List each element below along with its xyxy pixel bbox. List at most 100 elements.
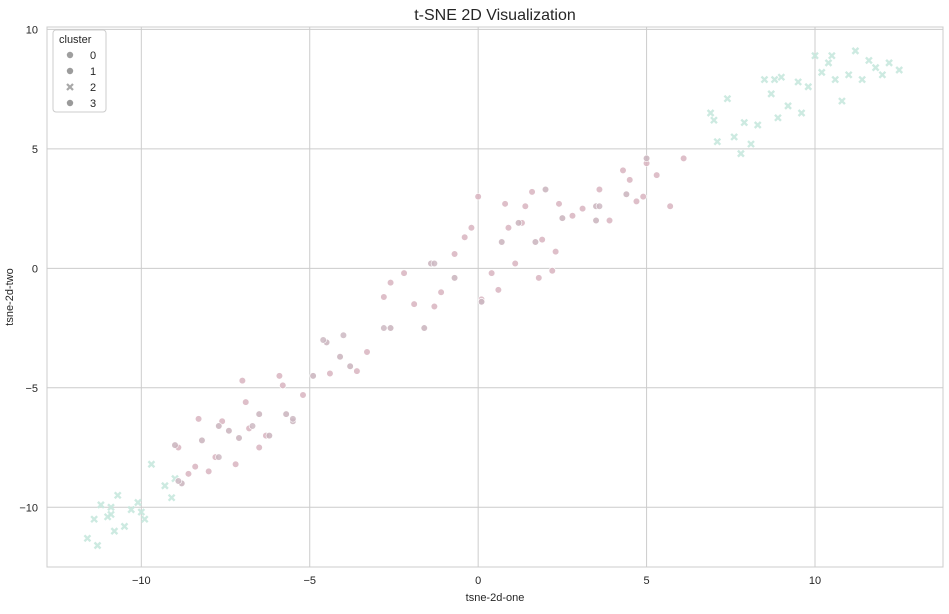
y-tick-label: −10	[19, 502, 38, 514]
legend-label-1: 1	[90, 66, 96, 78]
data-point-cluster-2	[878, 70, 887, 79]
data-point-cluster-0	[595, 185, 604, 194]
data-point-cluster-2	[871, 63, 880, 72]
data-point-cluster-3	[289, 415, 297, 423]
legend-entry-3: 3	[66, 98, 96, 110]
data-point-cluster-2	[107, 503, 115, 512]
data-point-cluster-1	[541, 185, 550, 194]
data-point-cluster-0	[568, 212, 577, 220]
data-point-cluster-1	[420, 324, 428, 332]
data-point-cluster-1	[450, 274, 459, 282]
data-point-cluster-0	[363, 348, 371, 356]
plot-frame	[46, 26, 944, 568]
legend-entry-2: 2	[66, 82, 96, 94]
data-point-cluster-0	[400, 269, 408, 277]
y-tick-label: 10	[26, 24, 38, 36]
data-point-cluster-1	[225, 427, 233, 435]
data-point-cluster-2	[723, 94, 732, 103]
data-point-cluster-1	[265, 431, 273, 440]
data-point-cluster-2	[113, 491, 122, 500]
data-point-cluster-2	[740, 118, 749, 127]
y-axis-ticks: −10 −5 0 5 10	[19, 24, 38, 514]
legend-label-2: 2	[90, 82, 96, 94]
data-point-cluster-2	[824, 58, 833, 67]
legend-marker-3	[66, 99, 74, 107]
data-point-cluster-2	[895, 66, 904, 74]
data-point-cluster-0	[494, 286, 502, 294]
data-point-cluster-3	[248, 422, 257, 430]
data-point-cluster-2	[737, 149, 745, 158]
data-points	[83, 47, 904, 550]
data-point-cluster-3	[595, 202, 604, 210]
legend-marker-1	[66, 67, 74, 75]
data-point-cluster-0	[501, 200, 509, 208]
y-tick-label: −5	[25, 383, 38, 395]
data-point-cluster-2	[865, 56, 873, 65]
data-point-cluster-0	[430, 302, 438, 311]
data-point-cluster-1	[558, 214, 566, 222]
data-point-cluster-0	[279, 381, 287, 390]
data-point-cluster-0	[538, 236, 546, 244]
data-point-cluster-1	[336, 353, 344, 361]
data-point-cluster-1	[309, 372, 317, 380]
data-point-cluster-0	[680, 154, 688, 163]
data-point-cluster-2	[777, 73, 786, 82]
plot-background	[47, 27, 943, 567]
data-point-cluster-1	[255, 410, 263, 418]
y-tick-label: 5	[32, 144, 38, 156]
data-point-cluster-2	[137, 508, 146, 516]
legend-entry-0: 0	[66, 50, 96, 62]
data-point-cluster-2	[147, 460, 156, 469]
data-point-cluster-2	[851, 47, 860, 55]
data-point-cluster-2	[706, 109, 715, 117]
legend-label-0: 0	[90, 50, 96, 62]
legend-entry-1: 1	[66, 66, 96, 78]
data-point-cluster-2	[134, 498, 142, 507]
data-point-cluster-2	[844, 70, 853, 79]
data-point-cluster-1	[235, 434, 243, 442]
data-point-cluster-3	[174, 477, 182, 485]
data-point-cluster-0	[639, 193, 647, 201]
data-point-cluster-3	[380, 324, 388, 332]
data-point-cluster-2	[167, 493, 176, 502]
data-point-cluster-0	[632, 197, 641, 206]
data-point-cluster-3	[477, 298, 486, 306]
data-point-cluster-2	[140, 515, 149, 524]
data-point-cluster-1	[498, 238, 506, 246]
legend-box	[52, 29, 107, 113]
data-point-cluster-1	[622, 190, 630, 198]
data-point-cluster-0	[474, 193, 482, 201]
data-point-cluster-0	[578, 204, 587, 213]
data-point-cluster-2	[710, 116, 718, 125]
data-point-cluster-0	[511, 259, 519, 268]
legend-label-3: 3	[90, 98, 96, 110]
data-point-cluster-0	[521, 202, 529, 210]
data-point-cluster-3	[215, 453, 223, 461]
data-point-cluster-1	[215, 422, 223, 430]
data-point-cluster-2	[127, 505, 136, 514]
data-point-cluster-0	[191, 463, 199, 471]
data-point-cluster-0	[548, 267, 556, 275]
data-point-cluster-1	[642, 154, 651, 163]
data-point-cluster-0	[326, 369, 334, 378]
data-point-cluster-1	[386, 324, 395, 332]
data-point-cluster-2	[110, 527, 119, 536]
data-point-cluster-2	[90, 515, 99, 524]
data-point-cluster-0	[380, 293, 388, 301]
data-point-cluster-2	[885, 58, 893, 67]
data-point-cluster-2	[760, 75, 769, 84]
data-point-cluster-2	[120, 522, 129, 531]
data-point-cluster-1	[171, 441, 179, 449]
data-point-cluster-0	[238, 377, 246, 385]
x-tick-label: 0	[475, 575, 481, 587]
data-point-cluster-2	[858, 75, 867, 84]
data-point-cluster-1	[531, 238, 540, 246]
legend-marker-2	[66, 83, 74, 91]
data-point-cluster-2	[797, 109, 806, 117]
data-point-cluster-2	[767, 90, 776, 98]
data-point-cluster-0	[184, 470, 193, 478]
data-point-cluster-2	[831, 75, 840, 84]
data-point-cluster-3	[319, 336, 327, 344]
data-point-cluster-0	[528, 188, 536, 196]
